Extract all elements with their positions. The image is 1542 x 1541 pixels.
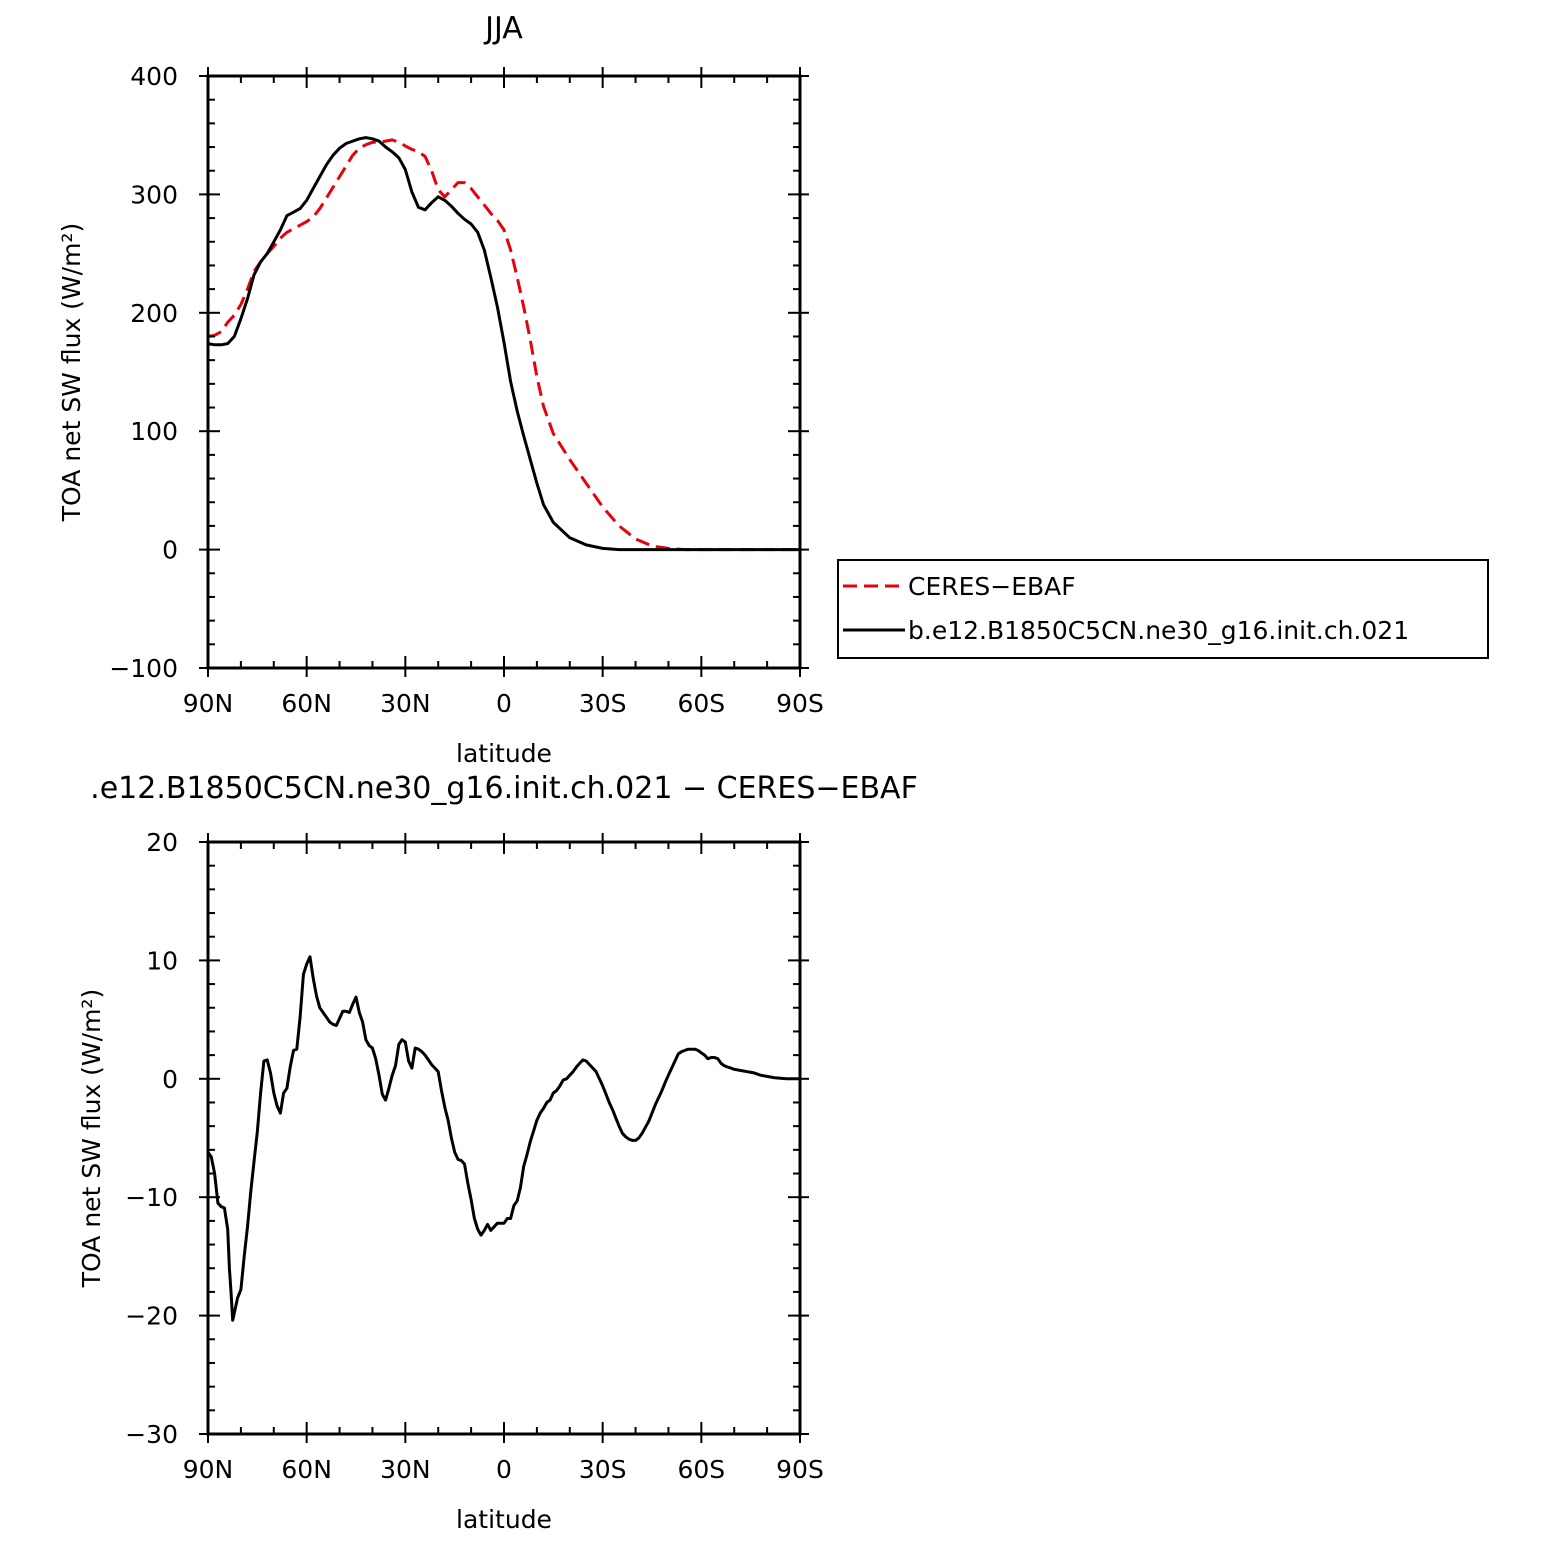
top-x-tick-label: 30S bbox=[579, 689, 627, 718]
bottom-y-tick-label: 0 bbox=[162, 1065, 178, 1094]
bottom-x-tick-label: 90N bbox=[183, 1455, 234, 1484]
bottom-chart-frame bbox=[206, 840, 802, 1436]
bottom-x-tick-label: 0 bbox=[496, 1455, 512, 1484]
top-y-tick-label: 400 bbox=[130, 62, 178, 91]
top-y-tick-label: 100 bbox=[130, 417, 178, 446]
bottom-x-tick-label: 30S bbox=[579, 1455, 627, 1484]
bottom-x-tick-label: 90S bbox=[776, 1455, 824, 1484]
top-y-tick-label: 0 bbox=[162, 536, 178, 565]
top-chart-title: JJA bbox=[483, 11, 523, 46]
bottom-y-tick-label: 20 bbox=[146, 828, 178, 857]
bottom-chart-panel: .e12.B1850C5CN.ne30_g16.init.ch.021 − CE… bbox=[77, 771, 918, 1534]
top-chart-y-axis-title: TOA net SW flux (W/m²) bbox=[57, 223, 86, 522]
bottom-chart-x-axis-title: latitude bbox=[456, 1505, 552, 1534]
bottom-chart-ticks: 90N 60N 30N 0 30S 60S 90S 20 10 0 −10 −20 −30 bbox=[125, 828, 824, 1484]
bottom-chart-title: .e12.B1850C5CN.ne30_g16.init.ch.021 − CE… bbox=[90, 771, 918, 806]
bottom-series-line-0 bbox=[206, 955, 800, 1322]
legend-label-model: b.e12.B1850C5CN.ne30_g16.init.ch.021 bbox=[908, 616, 1409, 645]
bottom-y-tick-label: −10 bbox=[125, 1183, 178, 1212]
top-chart-series-group bbox=[207, 136, 800, 552]
top-x-tick-label: 30N bbox=[380, 689, 431, 718]
top-chart-panel: JJA 90N 60N 30N 0 30S 60S 90S 400 300 200 100 0 −100… bbox=[57, 11, 1489, 768]
legend: CERES−EBAF b.e12.B1850C5CN.ne30_g16.init… bbox=[837, 559, 1489, 659]
top-series-line-1 bbox=[207, 136, 800, 552]
top-chart-x-axis-title: latitude bbox=[456, 739, 552, 768]
top-y-tick-label: 300 bbox=[130, 180, 178, 209]
top-x-tick-label: 90N bbox=[183, 689, 234, 718]
top-x-tick-label: 60N bbox=[281, 689, 332, 718]
top-x-tick-label: 60S bbox=[677, 689, 725, 718]
top-x-tick-label: 90S bbox=[776, 689, 824, 718]
top-y-tick-label: 200 bbox=[130, 299, 178, 328]
top-chart-ticks: 90N 60N 30N 0 30S 60S 90S 400 300 200 100 0 −100 bbox=[109, 62, 824, 718]
top-series-line-0 bbox=[207, 138, 800, 552]
bottom-x-tick-label: 30N bbox=[380, 1455, 431, 1484]
bottom-y-tick-label: −20 bbox=[125, 1302, 178, 1331]
bottom-chart-series-group bbox=[206, 955, 800, 1322]
legend-label-ceres: CERES−EBAF bbox=[908, 572, 1076, 601]
bottom-x-tick-label: 60N bbox=[281, 1455, 332, 1484]
top-y-tick-label: −100 bbox=[109, 654, 178, 683]
bottom-y-tick-label: 10 bbox=[146, 946, 178, 975]
top-chart-frame bbox=[206, 74, 802, 670]
bottom-y-tick-label: −30 bbox=[125, 1420, 178, 1449]
bottom-chart-y-axis-title: TOA net SW flux (W/m²) bbox=[77, 989, 106, 1288]
top-x-tick-label: 0 bbox=[496, 689, 512, 718]
legend-box bbox=[837, 559, 1489, 659]
bottom-x-tick-label: 60S bbox=[677, 1455, 725, 1484]
